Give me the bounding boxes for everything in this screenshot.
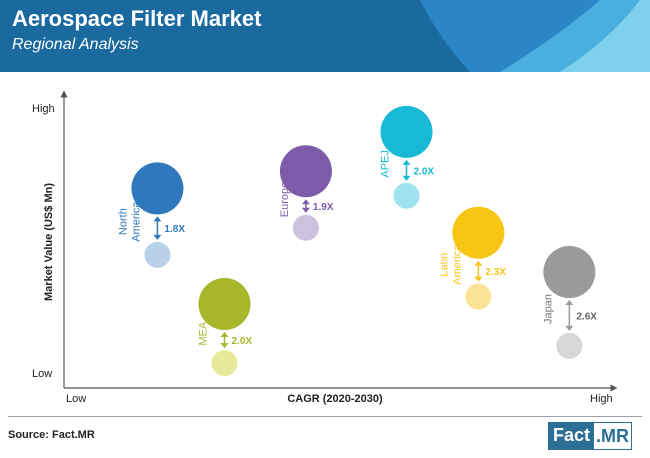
y-axis-label: Market Value (US$ Mn)	[43, 183, 55, 301]
series-japan: 2.6X Japan	[542, 246, 597, 359]
series-north-america: 1.8X North America	[117, 162, 185, 268]
factmr-logo: Fact .MR	[548, 422, 633, 450]
chart-subtitle: Regional Analysis	[12, 36, 139, 53]
header-banner: Aerospace Filter Market Regional Analysi…	[0, 0, 650, 72]
multiplier-latin-america: 2.3X	[485, 267, 506, 278]
bubble-latin-america-current	[452, 206, 505, 259]
x-axis-label: CAGR (2020-2030)	[287, 393, 383, 405]
multiplier-mea: 2.0X	[231, 336, 252, 347]
bubble-apej-forecast	[393, 182, 420, 209]
connector-head-top-latin-america	[474, 260, 483, 266]
connector-head-bottom-latin-america	[474, 276, 483, 282]
connector-head-top-apej	[402, 159, 411, 165]
x-tick-low: Low	[66, 393, 86, 405]
connector-head-top-mea	[220, 332, 229, 338]
connector-head-bottom-japan	[565, 325, 574, 331]
bubble-mea-forecast	[211, 350, 238, 377]
bubble-north-america-current	[131, 162, 184, 215]
bubble-europe-current	[279, 145, 332, 198]
y-tick-low: Low	[32, 368, 52, 380]
series-europe: 1.9X Europe	[279, 145, 334, 241]
multiplier-apej: 2.0X	[414, 166, 435, 177]
bubble-europe-forecast	[292, 214, 319, 241]
multiplier-north-america: 1.8X	[164, 224, 185, 235]
bubble-mea-current	[198, 278, 251, 331]
region-label-north-america-1: America	[130, 201, 142, 242]
region-label-latin-america-1: America	[451, 244, 463, 285]
region-label-europe-0: Europe	[279, 182, 291, 217]
multiplier-japan: 2.6X	[576, 311, 597, 322]
source-note: Source: Fact.MR	[8, 429, 95, 441]
region-label-japan-0: Japan	[542, 294, 554, 324]
logo-part-1: Fact	[548, 422, 594, 450]
bubble-chart: High Low Low High CAGR (2020-2030) Market Val…	[32, 90, 618, 405]
series-latin-america: 2.3X Latin America	[438, 206, 506, 310]
connector-head-top-japan	[565, 300, 574, 306]
logo-part-2: .MR	[593, 422, 633, 450]
region-label-north-america-0: North	[117, 208, 129, 235]
bubble-latin-america-forecast	[465, 283, 492, 310]
bubble-apej-current	[380, 105, 433, 158]
series-apej: 2.0X APEJ	[380, 105, 435, 209]
region-label-apej-0: APEJ	[380, 150, 392, 178]
bubble-japan-forecast	[556, 332, 583, 359]
connector-head-top-europe	[301, 199, 310, 205]
region-label-latin-america-0: Latin	[438, 253, 450, 277]
bubble-north-america-forecast	[144, 241, 171, 268]
bubble-japan-current	[543, 246, 596, 299]
connector-head-top-north-america	[153, 216, 162, 222]
header-background	[0, 0, 650, 72]
x-tick-high: High	[590, 393, 613, 405]
connector-head-bottom-north-america	[153, 234, 162, 240]
series-mea: 2.0X MEA	[197, 278, 252, 377]
connector-head-bottom-mea	[220, 343, 229, 349]
footer-divider	[8, 416, 642, 417]
chart-title: Aerospace Filter Market	[12, 6, 262, 31]
connector-head-bottom-europe	[301, 207, 310, 213]
region-label-mea-0: MEA	[197, 321, 209, 346]
y-tick-high: High	[32, 103, 55, 115]
multiplier-europe: 1.9X	[313, 202, 334, 213]
header-wave-3	[560, 0, 650, 72]
connector-head-bottom-apej	[402, 175, 411, 181]
